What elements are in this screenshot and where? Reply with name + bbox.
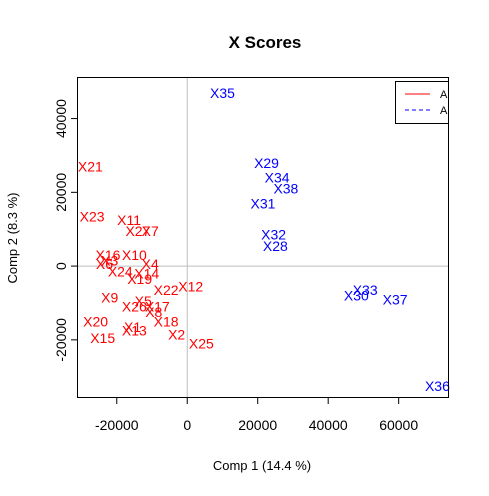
x-tick-label: 20000 xyxy=(238,417,277,433)
plot-frame xyxy=(77,77,449,398)
point-label-x13: X13 xyxy=(122,323,147,339)
point-label-x3: X3 xyxy=(101,253,118,269)
point-label-x10: X10 xyxy=(122,247,147,263)
point-label-x32: X32 xyxy=(261,227,286,243)
legend-clip xyxy=(449,78,489,138)
point-label-x34: X34 xyxy=(265,170,290,186)
point-label-x12: X12 xyxy=(178,278,203,294)
point-label-x37: X37 xyxy=(383,291,408,307)
point-label-x26: X26 xyxy=(122,299,147,315)
point-label-x35: X35 xyxy=(210,85,235,101)
point-label-x14: X14 xyxy=(134,265,159,281)
legend-label: A xyxy=(440,89,448,101)
point-label-x19: X19 xyxy=(127,271,152,287)
point-label-x21: X21 xyxy=(78,159,103,175)
y-tick-label: -20000 xyxy=(53,318,69,362)
point-label-x33: X33 xyxy=(353,282,378,298)
legend-box xyxy=(395,81,456,124)
point-label-x38: X38 xyxy=(273,181,298,197)
y-axis-label: Comp 2 (8.3 %) xyxy=(5,192,20,283)
point-label-x29: X29 xyxy=(254,155,279,171)
y-tick-label: 0 xyxy=(53,262,69,270)
point-label-x17: X17 xyxy=(145,299,170,315)
point-label-x23: X23 xyxy=(80,208,105,224)
point-label-x27: X27 xyxy=(125,223,150,239)
point-label-x9: X9 xyxy=(101,289,118,305)
x-tick-label: 40000 xyxy=(309,417,348,433)
point-label-x5: X5 xyxy=(135,293,152,309)
chart-title: X Scores xyxy=(229,33,302,52)
point-label-x25: X25 xyxy=(189,336,214,352)
point-label-x11: X11 xyxy=(117,212,141,228)
point-label-x6: X6 xyxy=(96,256,113,272)
x-tick-label: -20000 xyxy=(95,417,139,433)
x-tick-label: 60000 xyxy=(379,417,418,433)
reference-lines xyxy=(78,78,448,397)
point-label-x22: X22 xyxy=(154,282,179,298)
point-label-x8: X8 xyxy=(145,304,162,320)
point-label-x15: X15 xyxy=(90,330,115,346)
legend-label: A xyxy=(440,105,448,117)
point-label-x31: X31 xyxy=(251,195,276,211)
x-tick-label: 0 xyxy=(183,417,191,433)
y-tick-label: 40000 xyxy=(53,99,69,138)
legend: AA xyxy=(395,77,489,140)
point-label-x16: X16 xyxy=(95,247,120,263)
point-label-x18: X18 xyxy=(154,313,179,329)
score-points: X1 X2X4X5X7X8X9X10X11X12X13X14X15X16X17X1… xyxy=(78,85,450,394)
x-axis-label: Comp 1 (14.4 %) xyxy=(213,458,311,473)
point-label-x24: X24 xyxy=(108,264,133,280)
point-label-x28: X28 xyxy=(263,238,288,254)
point-label-x1: X1 xyxy=(124,319,141,335)
point-label-x30: X30 xyxy=(344,288,369,304)
point-label-x2: X2 xyxy=(168,326,185,342)
axes: -20000 0 20000 40000 60000 -20000 0 20000 40000 xyxy=(53,99,418,433)
point-label-x4: X4 xyxy=(142,256,159,272)
y-tick-label: 20000 xyxy=(53,173,69,212)
point-label-x20: X20 xyxy=(83,313,108,329)
point-label-x36: X36 xyxy=(425,378,450,394)
point-label-x7: X7 xyxy=(142,223,159,239)
